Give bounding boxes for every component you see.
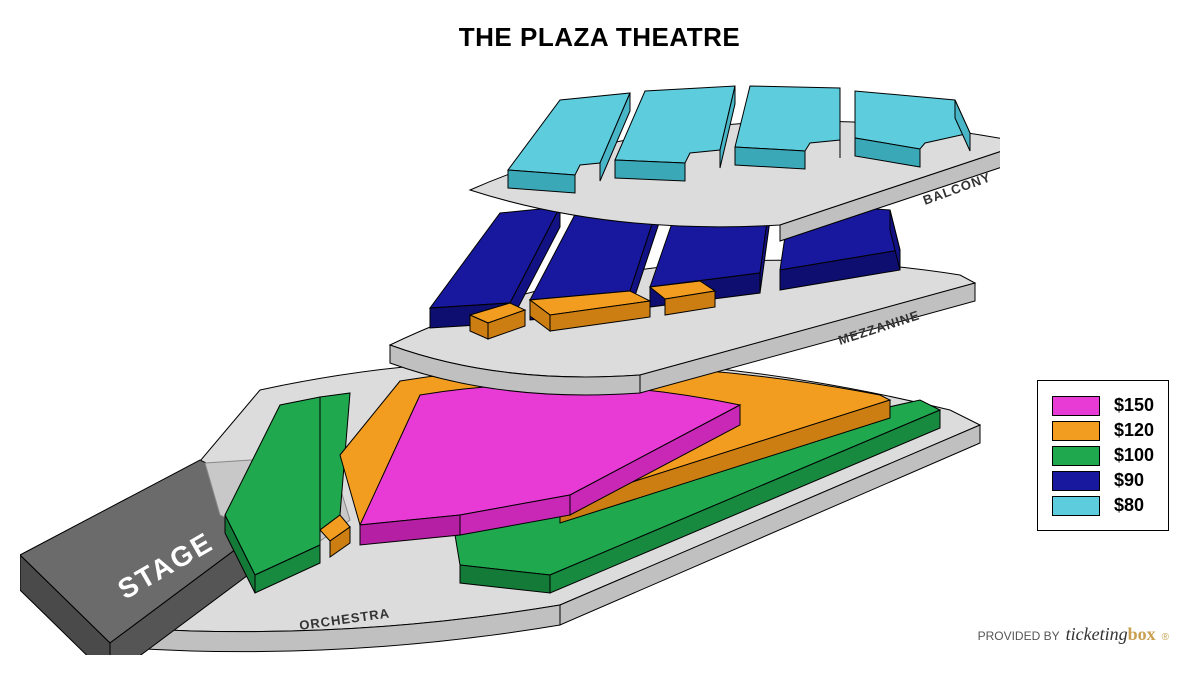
legend-price: $120 [1114, 420, 1154, 441]
provider-reg-icon: ® [1162, 632, 1169, 643]
legend-swatch-90 [1052, 471, 1100, 491]
provider-brand: ticketingbox [1066, 624, 1156, 645]
legend-row: $100 [1052, 445, 1154, 466]
legend-row: $150 [1052, 395, 1154, 416]
seating-map: STAGE ORCHESTRA PIT [20, 55, 1000, 655]
legend-row: $80 [1052, 495, 1154, 516]
legend-swatch-120 [1052, 421, 1100, 441]
legend-swatch-80 [1052, 496, 1100, 516]
legend-price: $100 [1114, 445, 1154, 466]
legend-swatch-100 [1052, 446, 1100, 466]
legend-row: $120 [1052, 420, 1154, 441]
page-title: THE PLAZA THEATRE [459, 22, 741, 53]
provider-attribution: PROVIDED BY ticketingbox ® [978, 624, 1169, 645]
legend-price: $150 [1114, 395, 1154, 416]
provider-prefix: PROVIDED BY [978, 629, 1060, 643]
mezzanine-level: MEZZANINE [390, 200, 975, 395]
price-legend: $150 $120 $100 $90 $80 [1037, 380, 1169, 531]
orchestra-level: STAGE ORCHESTRA PIT [20, 359, 980, 655]
legend-swatch-150 [1052, 396, 1100, 416]
legend-price: $80 [1114, 495, 1144, 516]
legend-row: $90 [1052, 470, 1154, 491]
legend-price: $90 [1114, 470, 1144, 491]
